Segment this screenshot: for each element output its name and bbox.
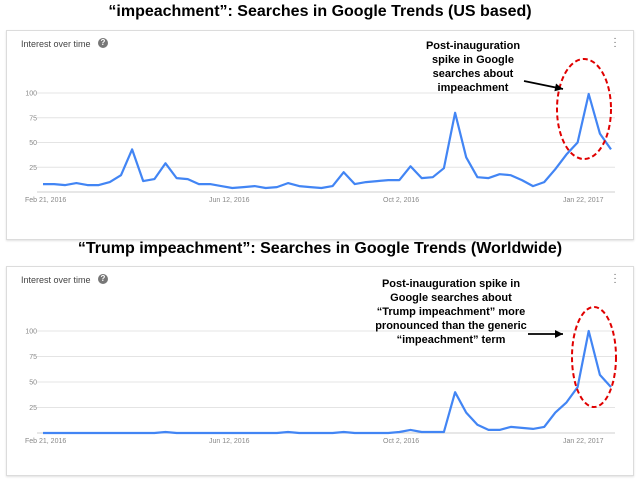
help-icon[interactable]: ? (98, 38, 108, 48)
y-tick-label: 50 (29, 140, 37, 147)
highlight-ellipse (571, 306, 617, 408)
chart-2-panel: Interest over time ? · · · 25 50 75 100 Feb 21… (6, 266, 634, 476)
x-tick-label: Jun 12, 2016 (209, 197, 250, 204)
chart-1-title: “impeachment”: Searches in Google Trends… (108, 3, 532, 20)
annotation-arrowhead (554, 83, 563, 92)
chart-1-panel: Interest over time ? · · · 25 50 75 100 Feb 21… (6, 30, 634, 240)
chart-2-plot: 25 50 75 100 Feb 21, 2016 Jun 12, 2016 Oct 2, … (25, 278, 617, 445)
y-tick-label: 100 (25, 91, 37, 98)
y-tick-label: 75 (29, 115, 37, 122)
x-tick-label: Jun 12, 2016 (209, 438, 250, 445)
x-tick-label: Feb 21, 2016 (25, 438, 66, 445)
x-tick-label: Oct 2, 2016 (383, 197, 419, 204)
y-tick-label: 25 (29, 165, 37, 172)
y-tick-label: 100 (25, 329, 37, 336)
highlight-ellipse (556, 58, 612, 160)
annotation-arrowhead (555, 330, 563, 338)
series-line (43, 329, 612, 435)
more-vert-icon[interactable]: · · · (613, 33, 617, 52)
chart-2-title: “Trump impeachment”: Searches in Google … (77, 240, 563, 257)
chart-1-panel-title: Interest over time (21, 39, 91, 49)
annotation-text: Google searches about (390, 292, 512, 304)
help-icon[interactable]: ? (98, 274, 108, 284)
annotation-text: Post-inauguration spike in (382, 278, 520, 290)
annotation-text: Post-inauguration (426, 40, 520, 52)
x-tick-label: Jan 22, 2017 (563, 438, 604, 445)
chart-1-plot: 25 50 75 100 Feb 21, 2016 Jun 12, 2016 Oct 2, … (25, 40, 615, 204)
annotation-text: spike in Google (432, 54, 514, 66)
annotation-text: “impeachment” term (397, 334, 506, 346)
annotation-text: pronounced than the generic (375, 320, 527, 332)
annotation-text: impeachment (438, 82, 509, 94)
chart-2-panel-title: Interest over time (21, 275, 91, 285)
y-tick-label: 50 (29, 380, 37, 387)
annotation-text: “Trump impeachment” more (377, 306, 526, 318)
annotation-text: searches about (433, 68, 514, 80)
more-vert-icon[interactable]: · · · (613, 269, 617, 288)
y-tick-label: 25 (29, 405, 37, 412)
x-tick-label: Jan 22, 2017 (563, 197, 604, 204)
x-tick-label: Feb 21, 2016 (25, 197, 66, 204)
series-line (43, 92, 612, 190)
y-tick-label: 75 (29, 354, 37, 361)
x-tick-label: Oct 2, 2016 (383, 438, 419, 445)
